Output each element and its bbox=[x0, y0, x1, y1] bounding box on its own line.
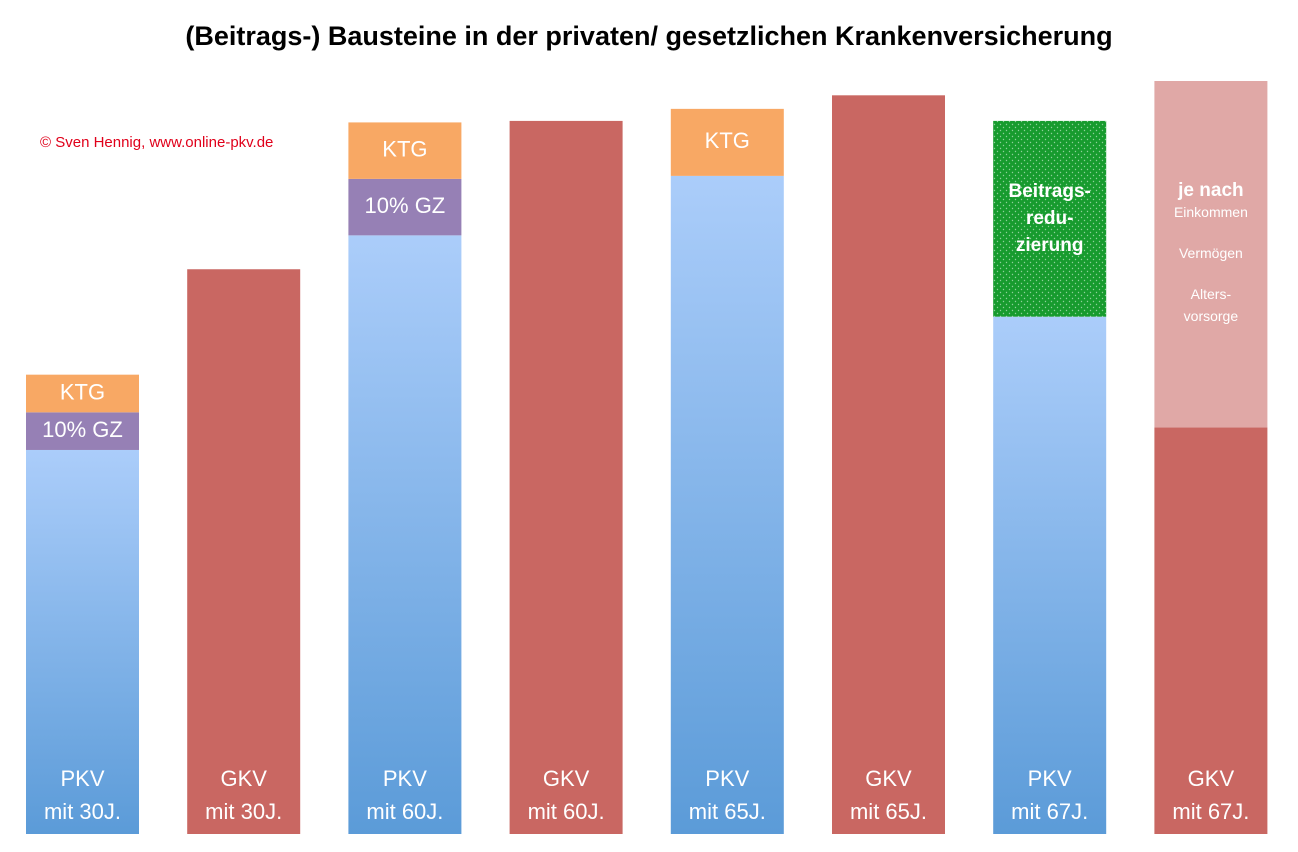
bar-segment bbox=[348, 235, 462, 835]
bar-segment bbox=[670, 175, 784, 835]
bar-segment bbox=[187, 269, 301, 834]
category-label: mit 60J. bbox=[366, 799, 443, 824]
credit: © Sven Hennig, www.online-pkv.de bbox=[40, 134, 273, 151]
category-label: mit 67J. bbox=[1172, 799, 1249, 824]
bar-segment bbox=[348, 178, 462, 236]
bar-segment bbox=[670, 108, 784, 176]
category-label: GKV bbox=[543, 766, 590, 791]
category-label: mit 65J. bbox=[850, 799, 927, 824]
segment-label: 10% GZ bbox=[365, 193, 446, 218]
segment-label: KTG bbox=[60, 379, 105, 404]
bar-segment bbox=[993, 316, 1107, 835]
segment-label: vorsorge bbox=[1184, 308, 1239, 324]
bar-segment bbox=[26, 449, 139, 834]
bar-segment bbox=[26, 374, 139, 413]
segment-label: 10% GZ bbox=[42, 417, 123, 442]
bar-segment bbox=[26, 412, 139, 450]
segment-label: je nach bbox=[1177, 180, 1243, 201]
bar-segment bbox=[993, 120, 1107, 317]
category-label: mit 67J. bbox=[1011, 799, 1088, 824]
category-label: mit 60J. bbox=[528, 799, 605, 824]
chart-title: (Beitrags-) Bausteine in der privaten/ g… bbox=[185, 21, 1112, 51]
category-label: PKV bbox=[1028, 766, 1072, 791]
category-label: PKV bbox=[705, 766, 749, 791]
segment-label: Einkommen bbox=[1174, 204, 1248, 220]
category-label: GKV bbox=[865, 766, 912, 791]
segment-label: Beitrags- bbox=[1009, 181, 1091, 202]
bar-segment bbox=[1154, 427, 1268, 834]
segment-label: Alters- bbox=[1191, 286, 1232, 302]
bar-segment bbox=[1154, 81, 1268, 428]
segment-label: KTG bbox=[382, 136, 427, 161]
category-label: GKV bbox=[220, 766, 267, 791]
segment-label: KTG bbox=[705, 128, 750, 153]
bar-segment bbox=[348, 122, 462, 179]
category-label: PKV bbox=[60, 766, 104, 791]
segment-label: zierung bbox=[1016, 235, 1084, 256]
category-label: mit 65J. bbox=[689, 799, 766, 824]
bar-segment bbox=[509, 120, 623, 834]
bar-segment bbox=[832, 95, 945, 834]
segment-label: redu- bbox=[1026, 208, 1074, 229]
category-label: GKV bbox=[1188, 766, 1235, 791]
segment-label: Vermögen bbox=[1179, 245, 1243, 261]
category-label: mit 30J. bbox=[205, 799, 282, 824]
category-label: PKV bbox=[383, 766, 427, 791]
category-label: mit 30J. bbox=[44, 799, 121, 824]
